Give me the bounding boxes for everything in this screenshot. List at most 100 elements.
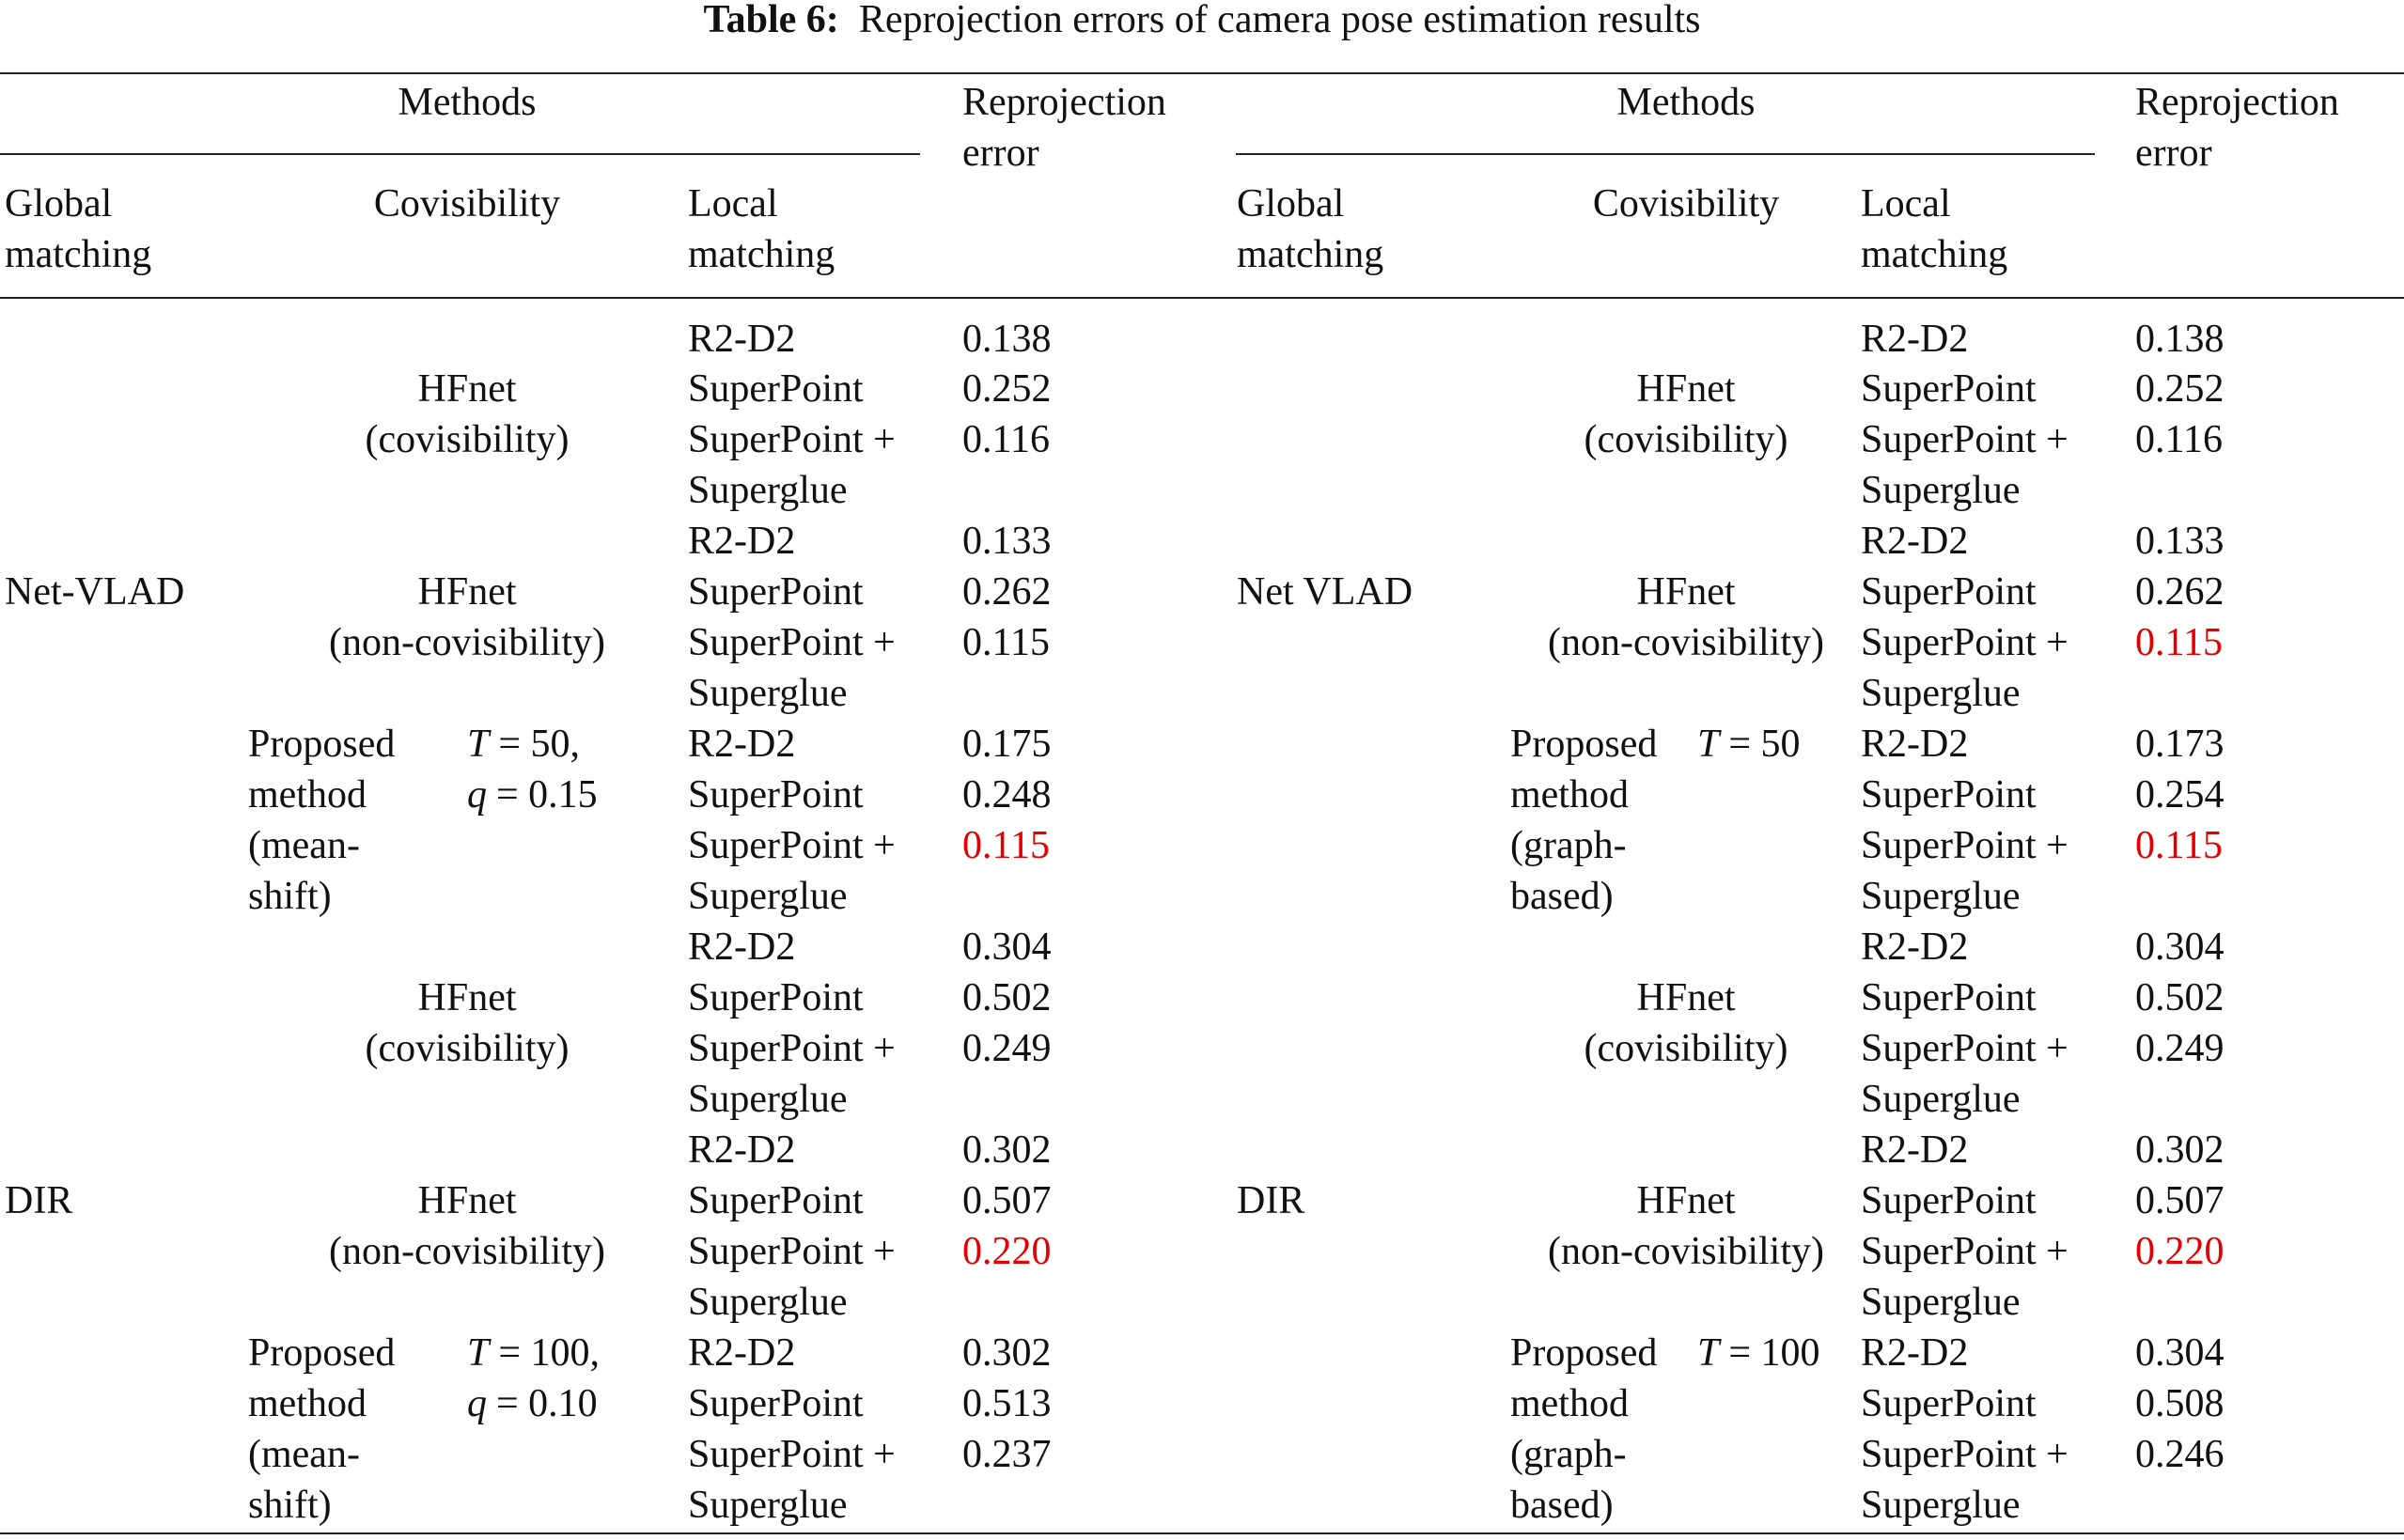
local-matching: SuperPoint (1861, 570, 2037, 614)
param-symbol: q (467, 1381, 487, 1425)
reprojection-error: 0.249 (962, 1027, 1052, 1071)
reprojection-error: 0.249 (2135, 1027, 2224, 1071)
param-value: = 100, (498, 1330, 601, 1375)
method-label: Proposed method (graph-based) (1510, 1328, 1689, 1531)
reprojection-error: 0.246 (2135, 1432, 2224, 1476)
reprojection-error: 0.115 (962, 621, 1050, 665)
reprojection-error: 0.502 (2135, 976, 2224, 1020)
local-matching: SuperPoint + Superglue (1861, 824, 2068, 919)
reprojection-error: 0.304 (962, 926, 1052, 970)
method-param: T = 100, (467, 1328, 600, 1378)
local-matching: SuperPoint + Superglue (1861, 1027, 2068, 1122)
method-variant: (non-covisibility) (329, 621, 605, 665)
method-param: q = 0.15 (467, 770, 598, 820)
local-matching: R2-D2 (688, 926, 796, 970)
local-matching: SuperPoint + Superglue (688, 1027, 896, 1122)
reprojection-error: 0.115 (962, 824, 1050, 868)
local-matching: R2-D2 (1861, 926, 1969, 970)
local-matching: SuperPoint (688, 976, 864, 1020)
method-name: HFnet (417, 1178, 517, 1222)
local-matching: SuperPoint (1861, 1381, 2037, 1425)
header-methods: Methods (398, 81, 537, 124)
local-matching: R2-D2 (1861, 317, 1969, 361)
top-rule (0, 72, 2404, 74)
param-symbol: T (467, 723, 490, 767)
reprojection-error: 0.513 (962, 1381, 1052, 1425)
local-matching: R2-D2 (688, 1128, 796, 1173)
local-matching: R2-D2 (1861, 723, 1969, 767)
method-name: Proposed method (1510, 1330, 1658, 1425)
header-error: Reprojection error (2135, 81, 2339, 175)
param-symbol: q (467, 773, 487, 817)
local-matching: R2-D2 (688, 520, 796, 564)
method-param: T = 50 (1697, 719, 1801, 770)
reprojection-error: 0.252 (962, 367, 1052, 412)
global-matching: DIR (5, 1178, 73, 1222)
reprojection-error: 0.116 (962, 418, 1050, 462)
reprojection-error: 0.304 (2135, 1330, 2224, 1375)
bottom-rule (0, 1532, 2404, 1534)
reprojection-error: 0.302 (962, 1330, 1052, 1375)
local-matching: SuperPoint (688, 773, 864, 817)
caption-title: Reprojection errors of camera pose estim… (858, 0, 1701, 41)
method-name: HFnet (417, 570, 517, 614)
local-matching: R2-D2 (688, 1330, 796, 1375)
method-name: HFnet (1636, 976, 1736, 1020)
param-symbol: T (1697, 723, 1720, 767)
reprojection-error: 0.304 (2135, 926, 2224, 970)
local-matching: SuperPoint + Superglue (688, 418, 896, 513)
local-matching: SuperPoint (1861, 1178, 2037, 1222)
global-matching: DIR (1237, 1178, 1305, 1222)
param-value: = 0.10 (496, 1381, 598, 1425)
reprojection-error: 0.254 (2135, 773, 2224, 817)
method-variant: (graph-based) (1510, 824, 1627, 919)
global-matching: Net VLAD (1237, 570, 1413, 614)
header-covisibility: Covisibility (1592, 182, 1780, 226)
method-name: Proposed method (248, 1330, 396, 1425)
param-symbol: T (1697, 1330, 1720, 1375)
reprojection-error: 0.220 (962, 1229, 1052, 1273)
reprojection-error: 0.173 (2135, 723, 2224, 767)
method-label: Proposed method (mean-shift) (248, 1328, 427, 1531)
local-matching: R2-D2 (688, 317, 796, 361)
methods-rule (1236, 153, 2095, 155)
reprojection-error: 0.508 (2135, 1381, 2224, 1425)
reprojection-error: 0.116 (2135, 418, 2223, 462)
reprojection-error: 0.138 (962, 317, 1052, 361)
reprojection-error: 0.302 (962, 1128, 1052, 1173)
method-variant: (non-covisibility) (329, 1229, 605, 1273)
method-variant: (covisibility) (365, 1027, 570, 1071)
reprojection-error: 0.507 (2135, 1178, 2224, 1222)
global-matching: Net-VLAD (5, 570, 185, 614)
method-label: Proposed method (graph-based) (1510, 719, 1689, 922)
local-matching: SuperPoint + Superglue (1861, 621, 2068, 716)
local-matching: SuperPoint + Superglue (1861, 1432, 2068, 1527)
reprojection-error: 0.115 (2135, 621, 2223, 665)
param-value: = 50 (1728, 723, 1801, 767)
reprojection-error: 0.502 (962, 976, 1052, 1020)
local-matching: SuperPoint (688, 570, 864, 614)
local-matching: SuperPoint (688, 1381, 864, 1425)
reprojection-error: 0.175 (962, 723, 1052, 767)
header-covisibility: Covisibility (373, 182, 561, 226)
local-matching: R2-D2 (1861, 520, 1969, 564)
header-rule (0, 297, 2404, 299)
method-name: Proposed method (1510, 723, 1658, 817)
method-label: Proposed method (mean-shift) (248, 719, 427, 922)
local-matching: SuperPoint (1861, 976, 2037, 1020)
reprojection-error: 0.302 (2135, 1128, 2224, 1173)
param-value: = 50, (498, 723, 581, 767)
local-matching: SuperPoint + Superglue (1861, 1229, 2068, 1324)
local-matching: SuperPoint (1861, 773, 2037, 817)
local-matching: R2-D2 (688, 723, 796, 767)
local-matching: SuperPoint (688, 367, 864, 412)
method-name: HFnet (1636, 367, 1736, 412)
method-param: T = 100 (1697, 1328, 1820, 1378)
method-variant: (mean-shift) (248, 824, 360, 919)
method-variant: (covisibility) (1584, 1027, 1788, 1071)
method-variant: (covisibility) (1584, 418, 1788, 462)
reprojection-error: 0.507 (962, 1178, 1052, 1222)
caption-label: Table 6: (703, 0, 839, 41)
reprojection-error: 0.133 (962, 520, 1052, 564)
